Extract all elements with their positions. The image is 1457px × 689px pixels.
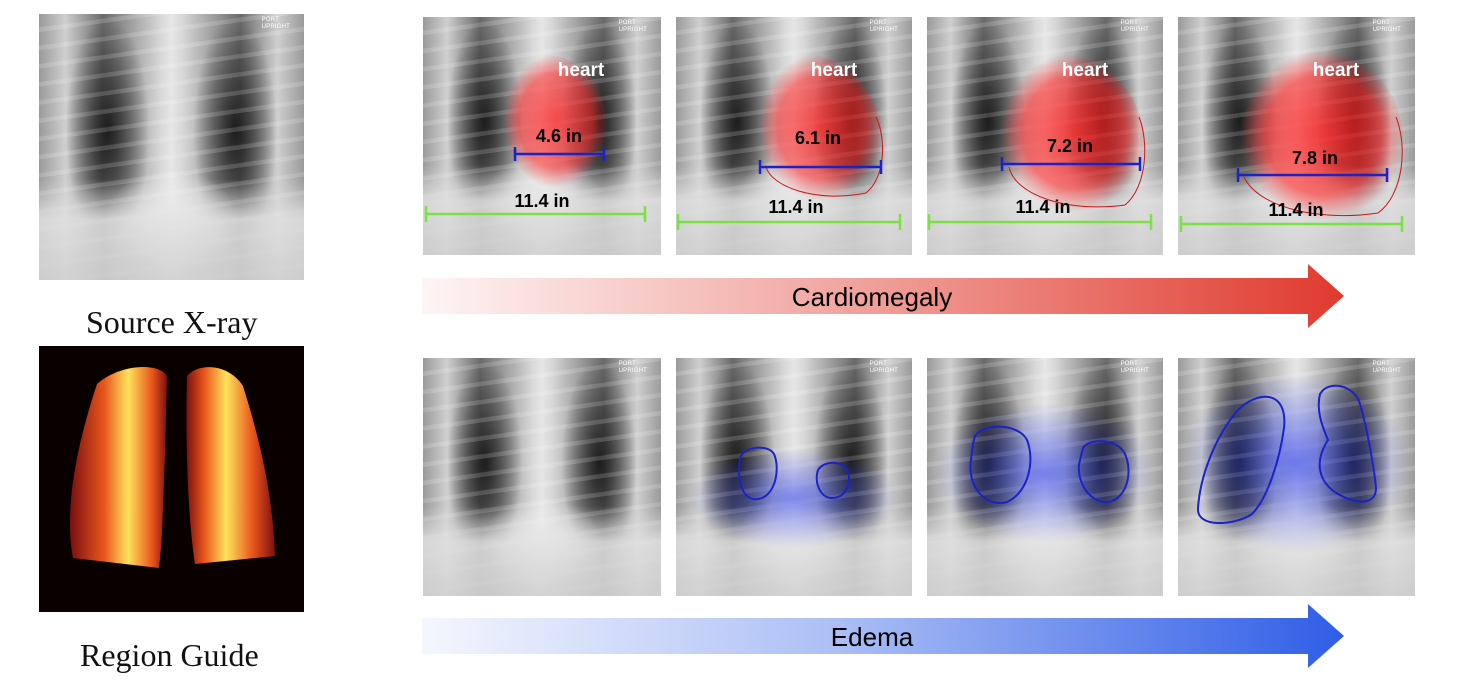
edema-panel-4: PORT UPRIGHT — [1178, 358, 1415, 596]
xray-tag: PORT UPRIGHT — [261, 17, 290, 30]
edema-region-right — [1077, 440, 1130, 504]
chest-width-label: 11.4 in — [1268, 200, 1323, 220]
right-lung-heatmap — [186, 367, 275, 564]
edema-panel-1: PORT UPRIGHT — [423, 358, 661, 596]
edema-region-left — [969, 425, 1032, 504]
heart-region — [1240, 49, 1406, 220]
cardiomegaly-panel-4: PORT UPRIGHT heart 7.8 in 11.4 in — [1178, 17, 1415, 255]
edema-region-left — [1196, 395, 1286, 525]
source-xray-image: PORT UPRIGHT — [39, 14, 304, 280]
heart-label: heart — [811, 60, 858, 81]
heart-label: heart — [1313, 60, 1360, 81]
chest-width-label: 11.4 in — [514, 191, 569, 211]
region-guide-caption: Region Guide — [80, 637, 259, 673]
xray-tag: PORT UPRIGHT — [1372, 20, 1401, 33]
cardiomegaly-panel-2: PORT UPRIGHT heart 6.1 in 11.4 in — [676, 17, 912, 255]
edema-region-left — [738, 446, 778, 501]
xray-tag: PORT UPRIGHT — [618, 361, 647, 374]
heart-width-label: 7.2 in — [1047, 136, 1093, 156]
xray-tag: PORT UPRIGHT — [869, 361, 898, 374]
edema-region-right — [815, 461, 850, 500]
cardiomegaly-arrow-label: Cardiomegaly — [791, 282, 953, 312]
edema-panel-2: PORT UPRIGHT — [676, 358, 912, 596]
xray-tag: PORT UPRIGHT — [618, 20, 647, 33]
chest-width-label: 11.4 in — [1015, 197, 1070, 217]
source-xray-caption: Source X-ray — [86, 304, 258, 340]
region-guide-image — [39, 346, 304, 612]
heart-label: heart — [558, 60, 605, 81]
edema-region-right — [1317, 384, 1378, 503]
chest-width-label: 11.4 in — [768, 197, 823, 217]
edema-arrow — [422, 604, 1344, 668]
heart-width-label: 7.8 in — [1292, 148, 1338, 168]
xray-tag: PORT UPRIGHT — [869, 20, 898, 33]
xray-tag: PORT UPRIGHT — [1120, 361, 1149, 374]
cardiomegaly-panel-3: PORT UPRIGHT heart 7.2 in 11.4 in — [927, 17, 1163, 255]
heart-width-label: 6.1 in — [795, 128, 841, 148]
heart-region — [1000, 53, 1148, 212]
edema-arrow-label: Edema — [830, 622, 914, 652]
cardiomegaly-panel-1: PORT UPRIGHT heart 4.6 in 11.4 in — [423, 17, 661, 255]
heart-width-label: 4.6 in — [536, 126, 582, 146]
xray-tag: PORT UPRIGHT — [1120, 20, 1149, 33]
xray-tag: PORT UPRIGHT — [1372, 361, 1401, 374]
edema-panel-3: PORT UPRIGHT — [927, 358, 1163, 596]
cardiomegaly-arrow — [422, 264, 1344, 328]
heart-region — [758, 53, 884, 201]
left-lung-heatmap — [70, 366, 167, 568]
heart-label: heart — [1062, 60, 1109, 81]
